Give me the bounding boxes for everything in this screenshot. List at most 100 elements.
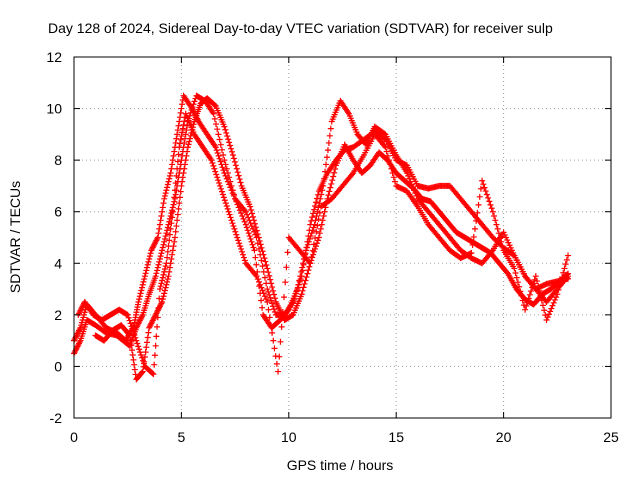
data-point [468,249,475,256]
data-point [487,201,494,208]
data-point [160,271,167,278]
data-point [264,265,271,272]
data-point [252,254,259,261]
data-point [233,165,240,172]
data-point [258,297,265,304]
data-point [179,178,186,185]
data-point [562,261,569,268]
data-point [258,284,265,291]
data-point [226,211,233,218]
data-point [167,170,174,177]
data-point [152,342,159,349]
data-point [180,121,187,128]
data-point [185,141,192,148]
data-point [233,231,240,238]
data-point [150,371,157,378]
data-point [211,102,218,109]
chart-title: Day 128 of 2024, Sidereal Day-to-day VTE… [48,20,553,36]
data-point [249,210,256,217]
data-point [162,233,169,240]
data-point [235,172,242,179]
data-point [239,248,246,255]
data-point [161,195,168,202]
data-point [246,233,253,240]
data-point [265,269,272,276]
data-point [532,273,539,280]
data-point [327,125,334,132]
data-point [159,298,166,305]
data-point [218,185,225,192]
data-point [511,265,518,272]
data-point [164,181,171,188]
data-point [189,127,196,134]
data-point [539,302,546,309]
data-point [214,126,221,133]
data-point [144,261,151,268]
data-point [227,142,234,149]
data-point [259,263,266,270]
data-point [211,115,218,122]
data-point [549,302,556,309]
data-point [230,155,237,162]
data-point [216,136,223,143]
data-point [217,182,224,189]
data-point [226,174,233,181]
data-point [243,224,250,231]
data-point [177,136,184,143]
data-point [179,101,186,108]
data-point [139,284,146,291]
data-point [125,314,132,321]
data-point [328,180,335,187]
data-point [179,129,186,136]
data-point [157,253,164,260]
data-point [254,276,261,283]
data-point [383,148,390,155]
tick-labels: 0 5 10 15 20 25 -2 0 2 4 6 8 10 12 [46,49,619,445]
data-point [210,162,217,169]
data-point [564,271,571,278]
data-point [151,361,158,368]
data-point [167,260,174,267]
data-point [331,169,338,176]
data-point [139,354,146,361]
data-point [266,272,273,279]
data-point [156,225,163,232]
data-point [153,270,160,277]
data-point [541,307,548,314]
data-point [482,188,489,195]
series-track-3 [75,110,572,378]
data-point [561,265,568,272]
data-point [159,204,166,211]
data-point [131,366,138,373]
data-point [217,158,224,165]
data-point [130,356,137,363]
data-point [536,287,543,294]
data-point [145,329,152,336]
data-point [257,241,264,248]
data-point [156,286,163,293]
data-point [140,278,147,285]
data-point [247,235,254,242]
data-point [187,132,194,139]
data-point [174,127,181,134]
data-point [275,368,282,375]
data-point [126,317,133,324]
data-point [523,302,530,309]
data-point [157,283,164,290]
data-point [154,267,161,274]
data-point [547,308,554,315]
data-point [156,221,163,228]
data-point [157,217,164,224]
data-point [169,247,176,254]
data-point [172,191,179,198]
data-point [175,151,182,158]
data-point [311,221,318,228]
data-point [311,248,318,255]
data-point [320,213,327,220]
data-point [267,276,274,283]
data-point [223,129,230,136]
data-point [147,250,154,257]
data-point [309,254,316,261]
y-tick-label: 10 [46,101,62,117]
data-point [248,223,255,230]
